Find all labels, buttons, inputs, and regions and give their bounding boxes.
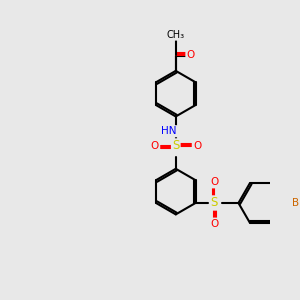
Text: Br: Br — [292, 198, 300, 208]
Text: O: O — [210, 219, 218, 229]
Text: S: S — [211, 196, 218, 209]
Text: HN: HN — [161, 126, 177, 136]
Text: O: O — [193, 141, 201, 151]
Text: S: S — [172, 140, 179, 152]
Text: CH₃: CH₃ — [167, 30, 185, 40]
Text: O: O — [210, 177, 218, 187]
Text: O: O — [186, 50, 195, 60]
Text: O: O — [150, 141, 158, 151]
